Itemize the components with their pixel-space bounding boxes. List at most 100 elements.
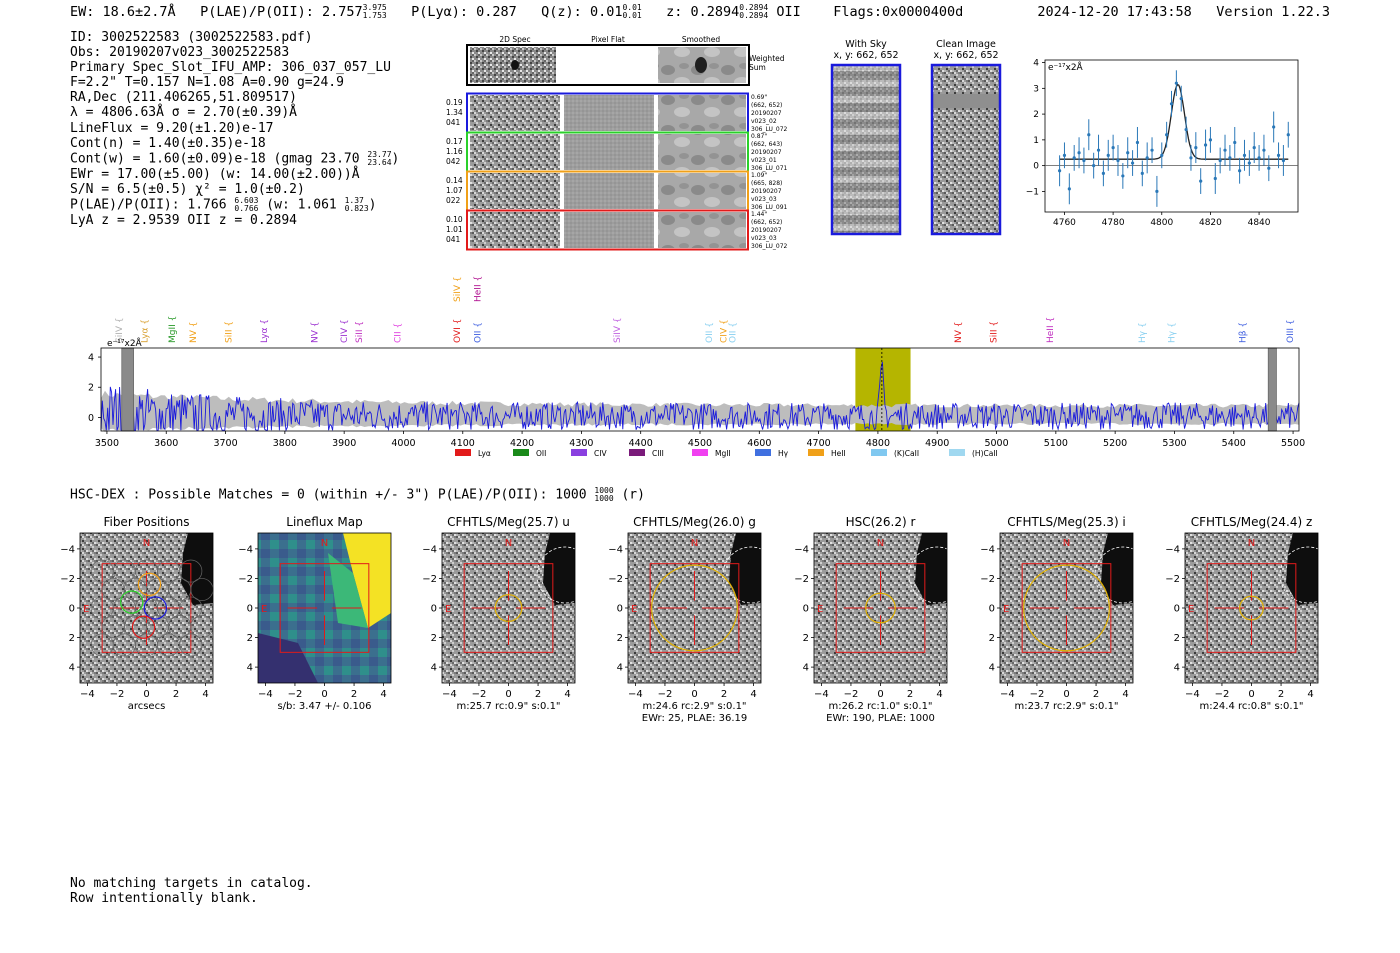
panel-xtick-label: −2 [1030, 689, 1045, 700]
zoom-axes-frame [1044, 59, 1299, 213]
info-plae-w: (w: 1.061 [266, 197, 337, 213]
panel-xtick-label: 4 [936, 689, 942, 700]
zoom-data-point [1082, 147, 1086, 174]
zoom-data-point [1228, 145, 1232, 171]
fiber-left-label: 1.16 [446, 147, 463, 156]
panel-caption: m:25.7 rc:0.9" s:0.1" [456, 701, 560, 712]
qz-lo: 0.01 [622, 11, 642, 20]
fiber-left-label: 0.19 [446, 98, 463, 107]
line-marker-label: SiII { [990, 321, 1000, 343]
panel-xtick-label: 2 [535, 689, 541, 700]
zoom-point [1184, 127, 1188, 132]
zoom-point [1267, 166, 1271, 170]
zoom-point [1174, 81, 1178, 85]
fiber-right-label: v023_03 [751, 235, 777, 242]
fiber-2dspec [470, 134, 560, 170]
qz-hi: 0.01 [622, 3, 642, 12]
full-xtick-label: 4800 [866, 438, 890, 449]
neighbor-ellipse [722, 546, 780, 604]
zoom-xtick-label: 4760 [1053, 218, 1076, 228]
panel-image [628, 533, 761, 683]
zoom-point [1218, 158, 1222, 163]
fiber-circle [135, 633, 158, 657]
lineflux-mid [328, 553, 368, 628]
cutout-panel: CFHTLS/Meg(25.7) uNE−44−22002−24−4m:25.7… [422, 515, 594, 712]
hsc-hi: 1000 [594, 486, 614, 495]
fiber-right-label: 20190207 [751, 149, 782, 156]
panel-xtick-label: −2 [110, 689, 125, 700]
detection-info: ID: 3002522583 (3002522583.pdf) Obs: 201… [70, 30, 399, 228]
line-marker-label: SiIV { [453, 276, 463, 302]
zoom-data-point [1165, 121, 1169, 148]
full-xtick-label: 4300 [569, 438, 593, 449]
fiber-right-label: 20190207 [751, 110, 782, 117]
zoom-point [1199, 179, 1203, 183]
fiber-circle [135, 596, 158, 620]
panel-xtick-label: 0 [505, 689, 511, 700]
noise-envelope [101, 390, 1299, 433]
clean-title: Clean Image [936, 39, 996, 50]
panel-ytick-label: 2 [431, 633, 437, 644]
zoom-point [1130, 161, 1135, 165]
panel-xtick-label: 2 [173, 689, 179, 700]
panel-image [1000, 533, 1133, 683]
legend-swatch [692, 449, 708, 456]
fiber-frame [466, 209, 749, 251]
fiber-right-label: 0.87" [751, 133, 767, 140]
zoom-data-point [1150, 137, 1154, 164]
panel-xtick-label: 0 [143, 689, 149, 700]
line-marker-label: MgII { [168, 316, 178, 343]
col-header-2dspec: 2D Spec [499, 35, 530, 44]
zoom-data-point [1272, 111, 1276, 143]
info-plae-text: P(LAE)/P(OII): 1.766 [70, 197, 227, 213]
fiber-2dspec [470, 95, 560, 131]
full-xtick-label: 4100 [451, 438, 475, 449]
full-ytick-label: 2 [88, 383, 94, 394]
zoom-data-point [1087, 119, 1091, 151]
fiber-right-label: (662, 652) [751, 219, 782, 226]
panel-frame [257, 532, 392, 684]
weighted-spot [511, 60, 519, 70]
legend-label: HeII [831, 449, 846, 458]
contw-hi: 23.77 [367, 149, 392, 159]
panel-xtick-label: −4 [814, 689, 829, 700]
panel-frame [627, 532, 762, 684]
zoom-data-point [1242, 139, 1247, 171]
catalog-footer: No matching targets in catalog. Row inte… [70, 876, 313, 906]
panel-frame [441, 532, 576, 684]
footer-line-2: Row intentionally blank. [70, 891, 258, 906]
panel-xtick-label: −2 [472, 689, 487, 700]
zoom-point [1062, 153, 1067, 157]
info-plae-hi: 6.603 [234, 195, 259, 205]
search-box [101, 563, 192, 653]
fiber-circle [101, 578, 125, 601]
weighted-label-1: Weighted [749, 54, 785, 63]
panel-xtick-label: 2 [721, 689, 727, 700]
panel-ytick-label: 0 [989, 604, 995, 615]
fiber-frame [466, 131, 749, 173]
panel-xtick-label: 0 [321, 689, 327, 700]
panel-ytick-label: −2 [238, 574, 253, 585]
zoom-point [1101, 171, 1105, 175]
full-xtick-label: 3700 [213, 438, 237, 449]
z-line: OII [776, 4, 801, 20]
zoom-data-point [1208, 126, 1213, 153]
info-lya-oii: LyA z = 2.9539 OII z = 0.2894 [70, 212, 297, 228]
panel-ytick-label: −2 [422, 574, 437, 585]
zoom-data-point [1238, 157, 1242, 184]
panel-ytick-label: 0 [803, 604, 809, 615]
north-label: N [505, 538, 512, 549]
legend-item: OII [513, 449, 546, 458]
zoom-data-point [1203, 129, 1208, 161]
zoom-data-point [1179, 85, 1183, 112]
legend-item: CIV [571, 449, 607, 458]
plae-lo: 1.753 [362, 11, 387, 20]
fiber-smoothed [658, 95, 746, 131]
masked-region [1267, 347, 1277, 432]
hsc-dex-summary: HSC-DEX : Possible Matches = 0 (within +… [70, 487, 645, 503]
fiber-left-label: 041 [446, 235, 461, 244]
panel-xtick-label: −4 [628, 689, 643, 700]
legend-swatch [455, 449, 471, 456]
panel-title: Fiber Positions [103, 515, 189, 529]
